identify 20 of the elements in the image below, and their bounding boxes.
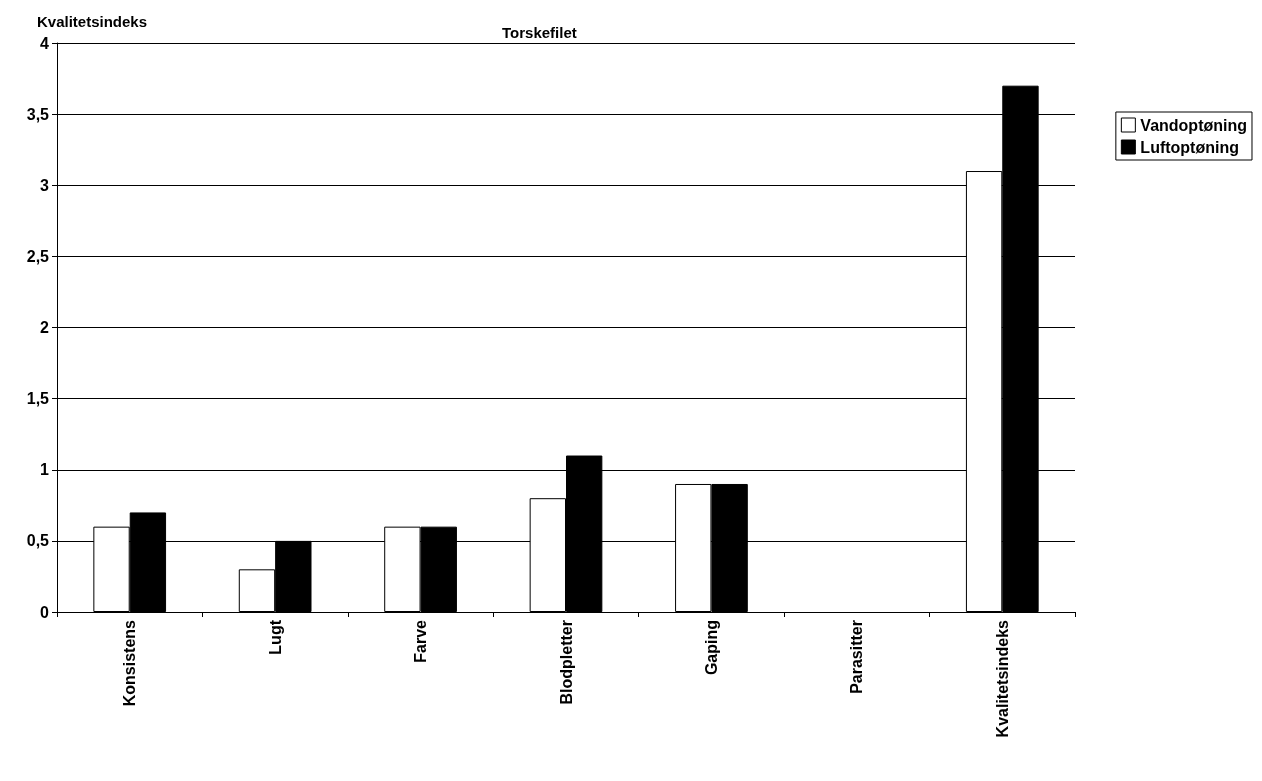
x-tick-label: Konsistens (121, 619, 139, 707)
x-tick-label: Blodpletter (557, 620, 575, 705)
y-tick-label: 2 (40, 319, 50, 336)
x-tick-label: Kvalitetsindeks (993, 619, 1011, 738)
legend-label: Luftoptøning (1140, 138, 1239, 156)
y-tick-label: 0,5 (26, 532, 50, 550)
y-axis-title: Kvalitetsindeks (37, 13, 148, 30)
y-tick-label: 1 (40, 461, 50, 479)
legend-label: Vandoptøning (1140, 116, 1248, 134)
x-tick-label: Lugt (266, 619, 284, 655)
x-tick-label: Parasitter (848, 620, 866, 694)
chart-title: Torskefilet (502, 24, 577, 41)
y-tick-label: 3 (40, 176, 50, 194)
y-tick-label: 3,5 (26, 105, 50, 123)
y-tick-label: 0 (40, 603, 50, 621)
x-tick-label: Farve (412, 619, 430, 663)
y-tick-label: 2,5 (26, 247, 50, 265)
x-tick-label: Gaping (702, 620, 720, 676)
y-tick-label: 4 (40, 34, 50, 52)
y-tick-label: 1,5 (26, 390, 50, 408)
